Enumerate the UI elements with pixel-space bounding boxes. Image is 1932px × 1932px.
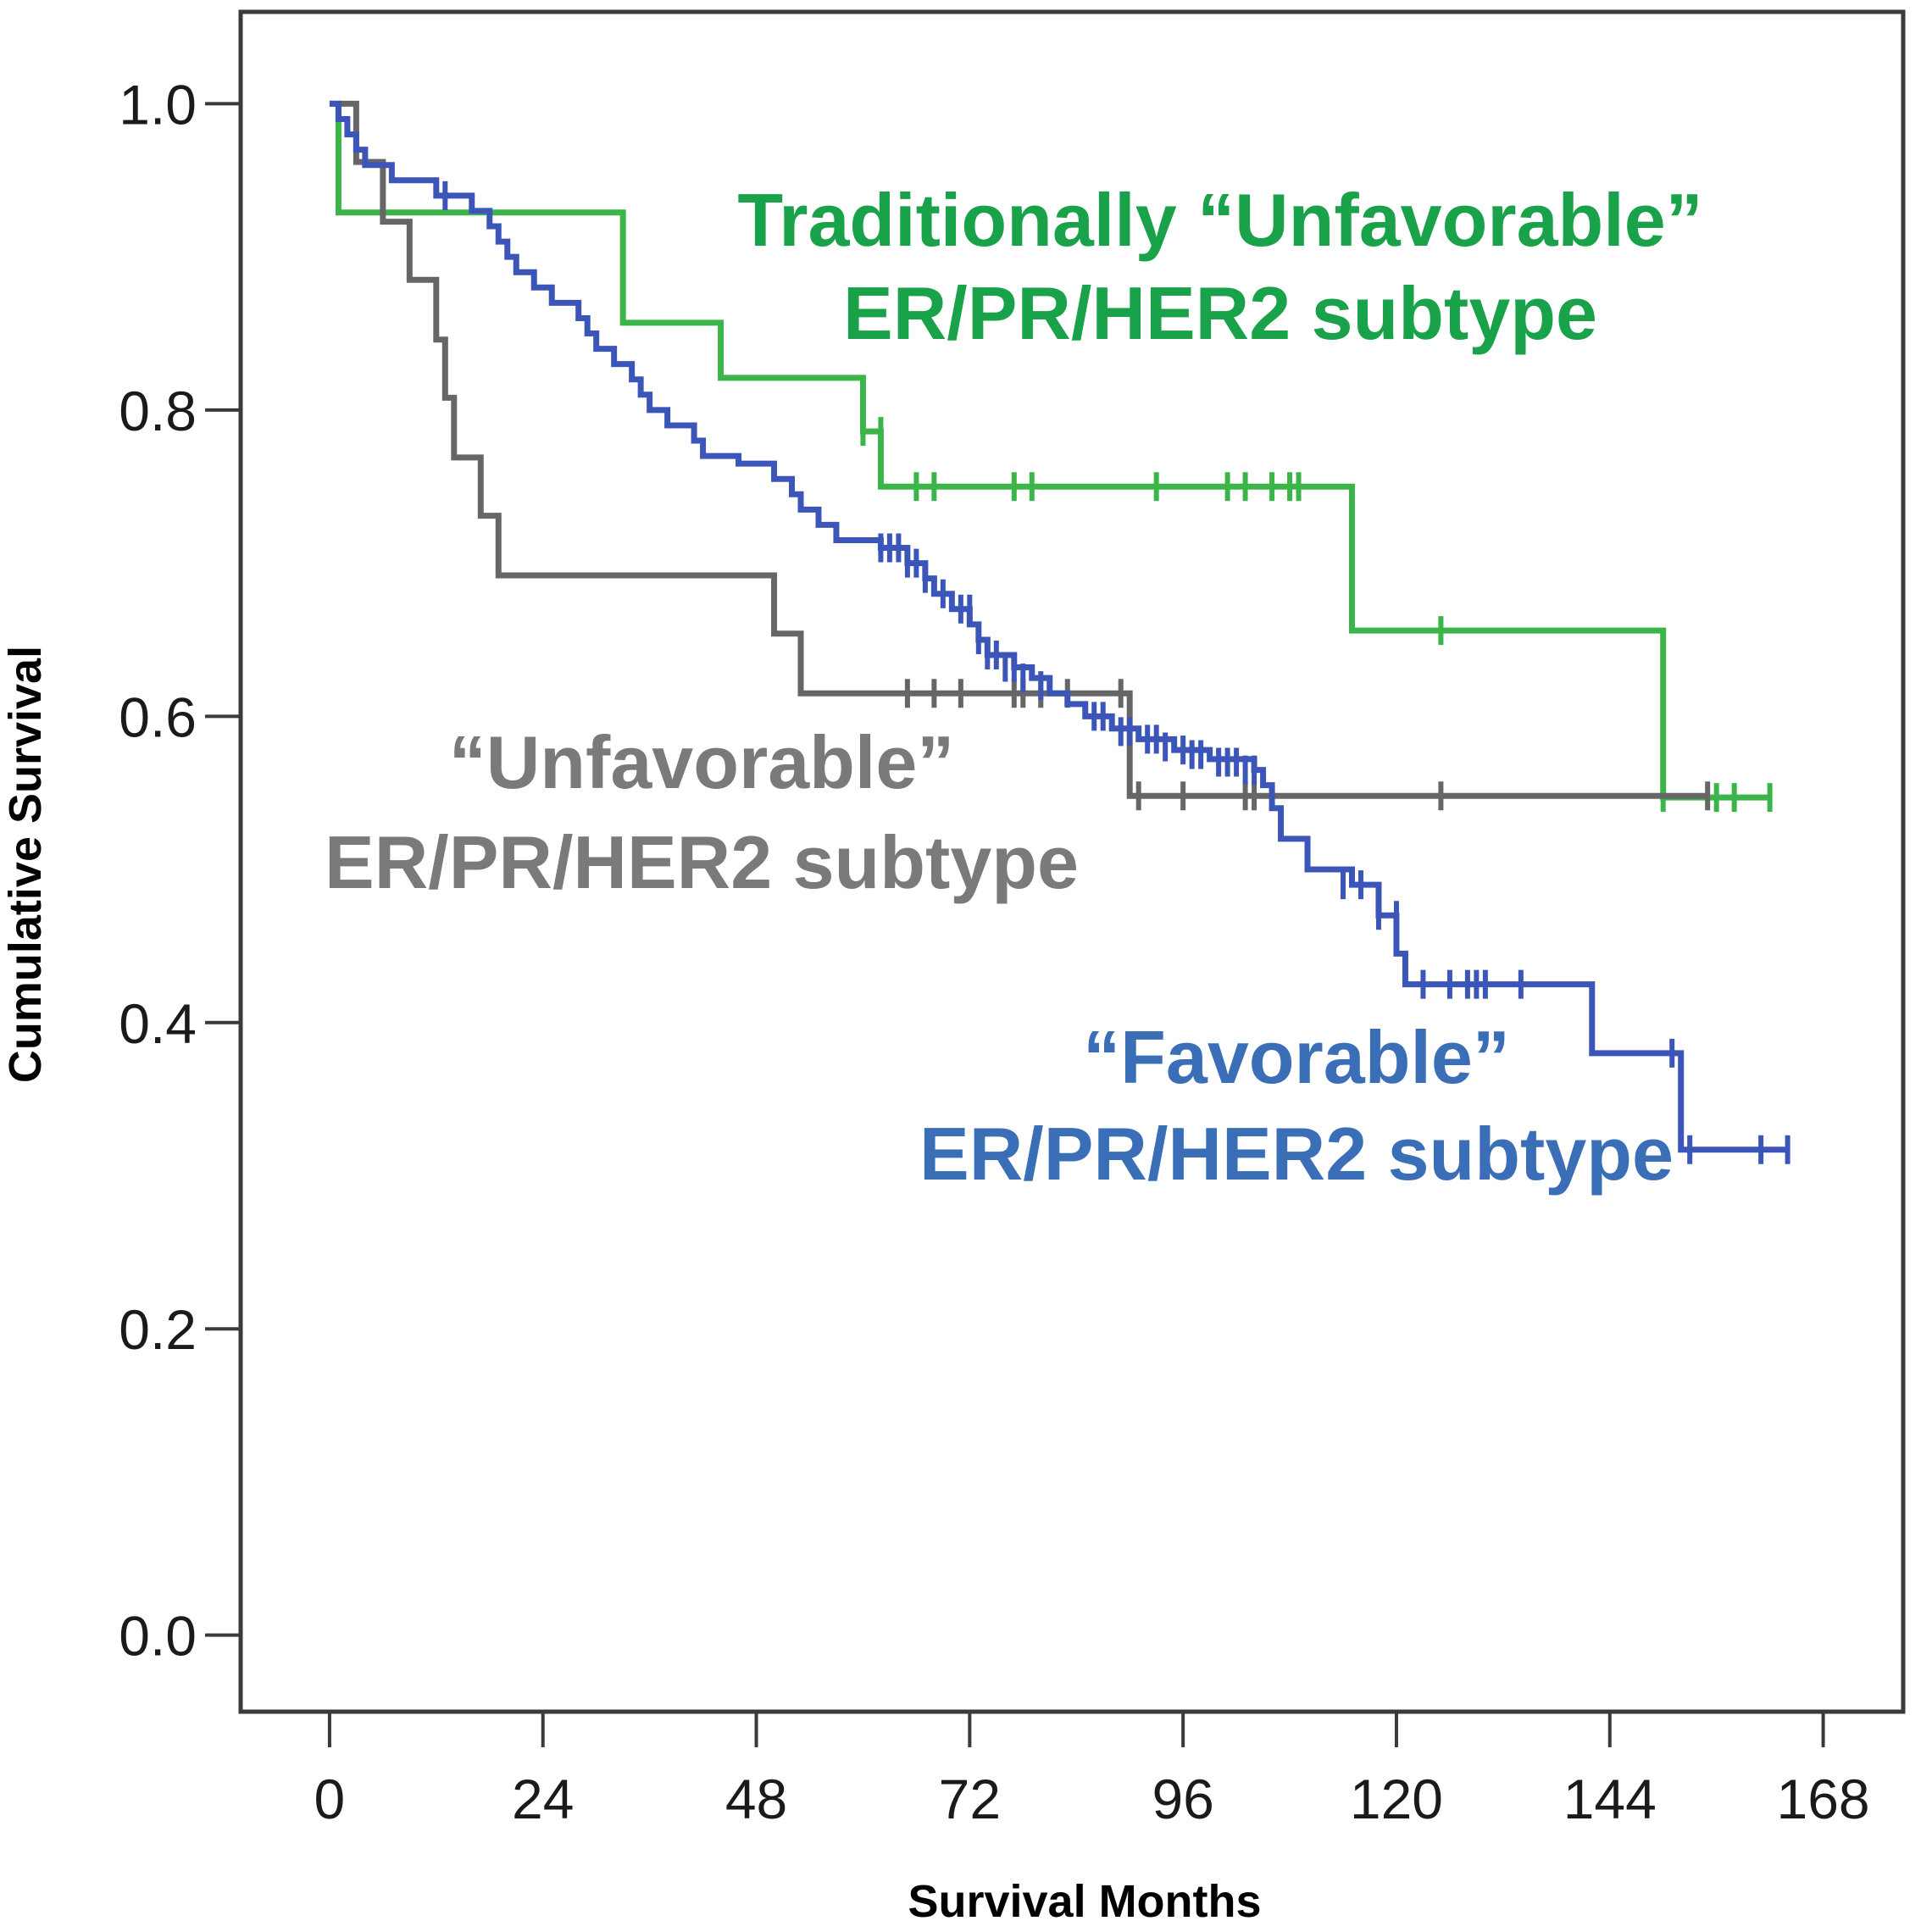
x-axis-title: Survival Months [908, 1876, 1261, 1927]
y-tick-label: 0.6 [119, 686, 197, 748]
y-tick-label: 0.0 [119, 1605, 197, 1668]
annotation-gray-line-1: “Unfavorable” [449, 720, 955, 804]
annotation-gray-line-2: ER/PR/HER2 subtype [325, 820, 1079, 904]
x-tick-label: 144 [1563, 1768, 1657, 1830]
series-gray [338, 100, 1711, 811]
y-tick-label: 1.0 [119, 73, 197, 136]
y-axis-title: Cumulative Survival [0, 646, 51, 1083]
y-tick-label: 0.2 [119, 1298, 197, 1361]
y-tick-label: 0.8 [119, 380, 197, 442]
plot-frame [238, 9, 1906, 1714]
series-blue [329, 100, 1790, 1164]
x-tick-label: 96 [1152, 1768, 1213, 1830]
x-tick-label: 120 [1350, 1768, 1443, 1830]
y-tick-label: 0.4 [119, 992, 197, 1055]
x-tick-label: 48 [725, 1768, 787, 1830]
y-axis: 0.0 0.2 0.4 0.6 0.8 1.0 [119, 73, 241, 1668]
series-blue-line [329, 100, 1788, 1153]
annotation-green-line-1: Traditionally “Unfavorable” [737, 178, 1702, 262]
annotation-blue-line-2: ER/PR/HER2 subtype [919, 1112, 1674, 1196]
x-tick-label: 24 [512, 1768, 574, 1830]
x-tick-label: 168 [1777, 1768, 1870, 1830]
x-axis: 0 24 48 72 96 120 144 168 [314, 1712, 1870, 1830]
x-tick-label: 0 [314, 1768, 346, 1830]
annotation-blue-line-1: “Favorable” [1083, 1015, 1510, 1099]
x-tick-label: 72 [939, 1768, 1001, 1830]
annotation-green-line-2: ER/PR/HER2 subtype [843, 271, 1597, 355]
series-gray-line [338, 100, 1708, 799]
curve-annotations: Traditionally “Unfavorable” ER/PR/HER2 su… [325, 178, 1703, 1196]
survival-curves [329, 100, 1790, 1164]
